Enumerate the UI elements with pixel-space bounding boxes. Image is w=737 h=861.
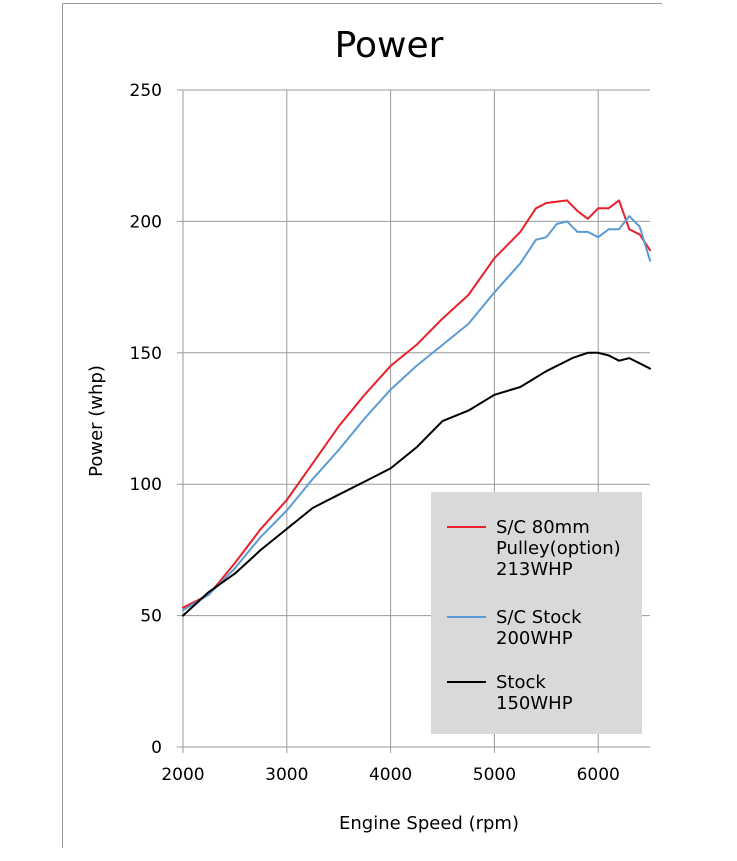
legend-label: Stock	[496, 672, 546, 693]
y-axis-label: Power (whp)	[86, 365, 107, 477]
x-tick-label: 6000	[577, 765, 620, 785]
legend-label: S/C 80mm	[496, 517, 590, 538]
chart-title: Power	[335, 25, 444, 66]
legend-label: 150WHP	[496, 693, 573, 714]
series-line-0	[182, 199, 652, 609]
x-tick-labels: 2000 3000 4000 5000 6000	[161, 765, 619, 785]
legend-label: Pulley(option)	[496, 538, 621, 559]
y-tick-label: 50	[140, 607, 162, 627]
x-axis-label: Engine Speed (rpm)	[339, 813, 519, 834]
x-tick-label: 4000	[369, 765, 412, 785]
x-tick-label: 5000	[473, 765, 516, 785]
legend-label: S/C Stock	[496, 607, 582, 628]
y-tick-label: 150	[130, 344, 162, 364]
legend-label: 213WHP	[496, 559, 573, 580]
chart-frame: Power 0 50 100 150 200 250 2000 3000 4000 5000 60…	[62, 3, 663, 849]
series-line-1	[182, 215, 652, 612]
x-tick-label: 2000	[161, 765, 204, 785]
series-lines	[182, 199, 652, 617]
series-line-2	[182, 351, 652, 617]
y-tick-label: 100	[130, 475, 162, 495]
y-tick-label: 200	[130, 212, 162, 232]
power-chart: Power 0 50 100 150 200 250 2000 3000 4000 5000 60…	[63, 4, 663, 849]
y-tick-labels: 0 50 100 150 200 250	[130, 81, 162, 758]
y-tick-label: 250	[130, 81, 162, 101]
legend-label: 200WHP	[496, 628, 573, 649]
legend-box	[431, 492, 642, 734]
y-tick-label: 0	[151, 738, 162, 758]
x-tick-label: 3000	[265, 765, 308, 785]
